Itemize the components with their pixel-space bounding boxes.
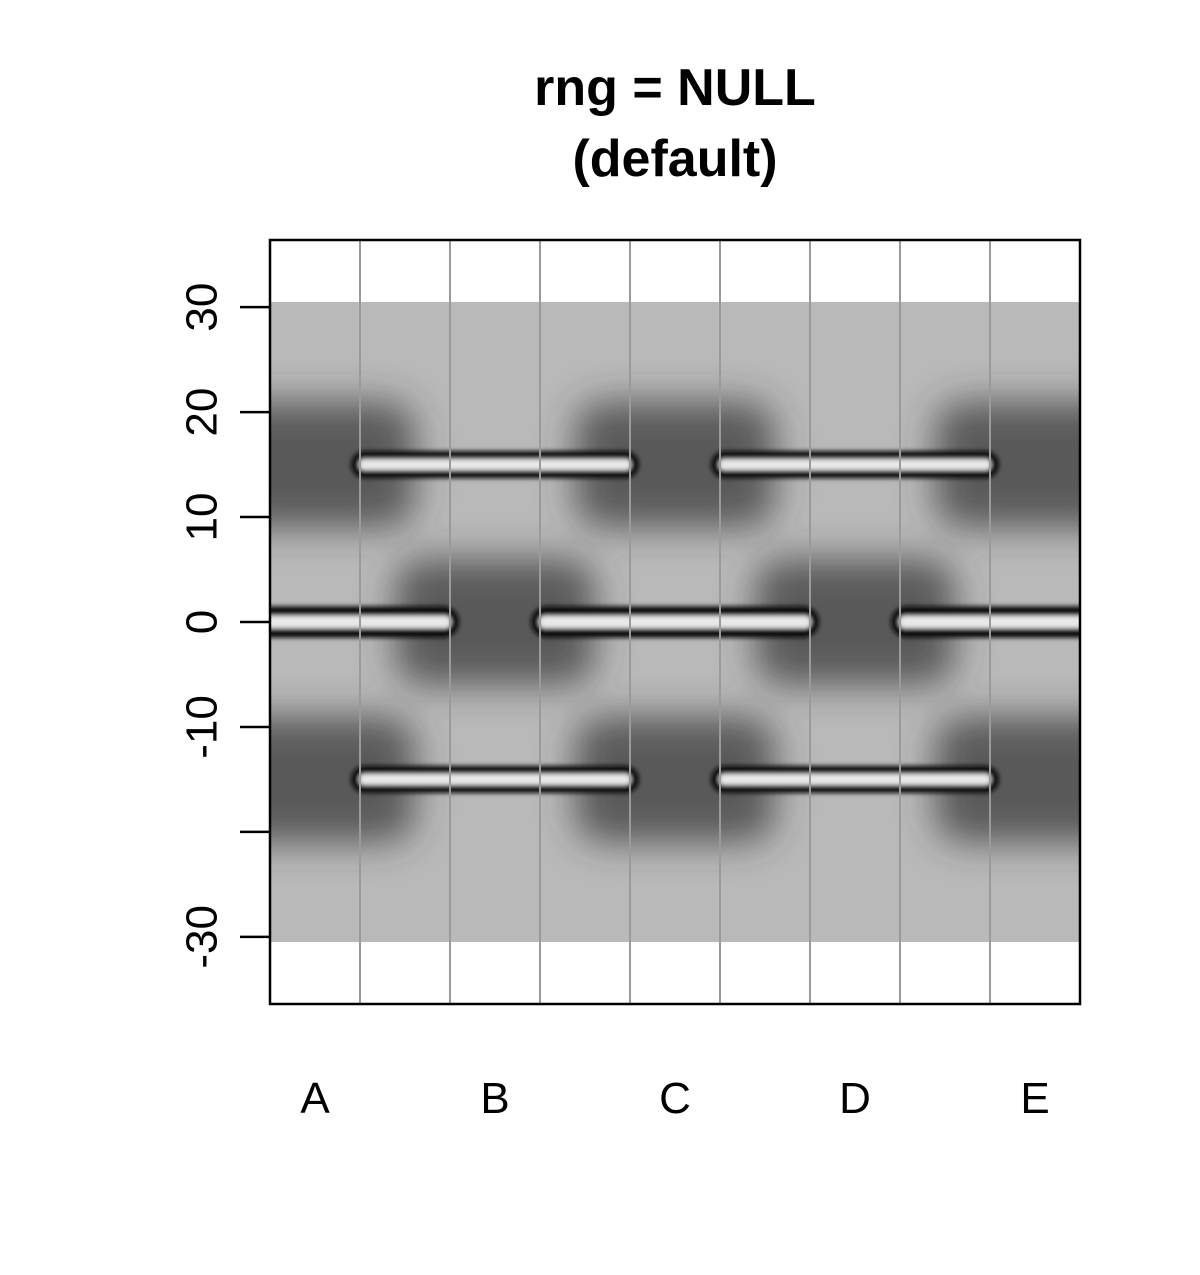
x-tick-label: D — [839, 1074, 871, 1123]
concentrated-band-core — [899, 615, 1080, 629]
plot-frame — [268, 238, 1082, 1006]
density-band — [575, 401, 775, 528]
diffuse-bands — [270, 401, 1080, 843]
tight-bands — [270, 450, 1080, 794]
concentrated-band-core — [359, 773, 631, 785]
concentrated-band-core — [359, 459, 631, 471]
x-tick-label: A — [300, 1074, 330, 1123]
density-band — [575, 716, 775, 843]
y-tick-label: -30 — [178, 905, 227, 969]
density-band — [935, 716, 1080, 843]
y-axis: 30 20 10 0 -10 -30 — [178, 283, 270, 969]
x-tick-label: C — [659, 1074, 691, 1123]
chart-title-line-2: (default) — [572, 130, 778, 188]
concentrated-band-core — [719, 459, 991, 471]
grid-layer — [359, 240, 991, 1004]
chart-title-line-1: rng = NULL — [534, 59, 816, 117]
density-layer — [270, 301, 1080, 943]
density-band — [935, 401, 1080, 528]
y-tick-label: 10 — [178, 493, 227, 542]
y-tick-label: 0 — [178, 610, 227, 634]
concentrated-band-core — [719, 773, 991, 785]
concentrated-band-core — [539, 615, 811, 629]
y-tick-label: 20 — [178, 388, 227, 437]
x-axis: A B C D E — [300, 1074, 1049, 1123]
density-band — [270, 716, 415, 843]
y-tick-label: 30 — [178, 283, 227, 332]
x-tick-label: B — [480, 1074, 509, 1123]
density-band — [395, 559, 595, 685]
density-band — [755, 559, 955, 685]
y-tick-label: -10 — [178, 695, 227, 759]
density-band — [270, 401, 415, 528]
x-tick-label: E — [1020, 1074, 1049, 1123]
